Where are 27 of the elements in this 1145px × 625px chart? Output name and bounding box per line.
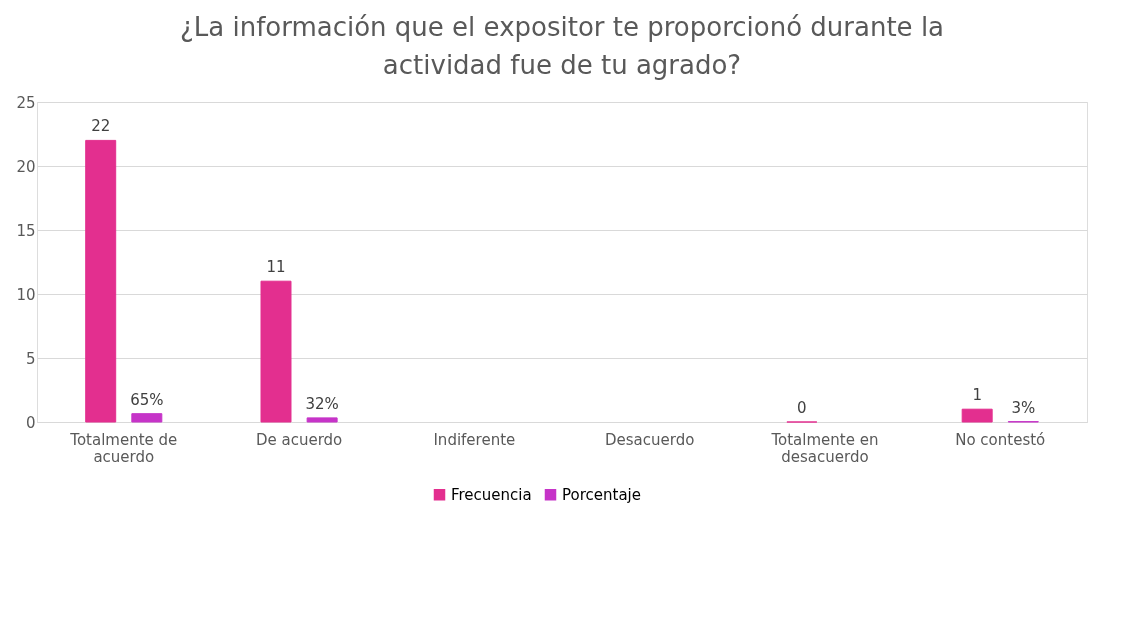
legend-label: Frecuencia [451,485,532,504]
bar [85,139,117,423]
chart-title: ¿La información que el expositor te proporcionó durante la actividad fue de tu agrado? [179,12,945,80]
y-tick-label: 25 [16,93,36,112]
data-label: 3% [1011,398,1036,417]
data-label: 11 [266,258,286,277]
x-tick-label: Totalmente en desacuerdo [770,430,879,466]
data-label: 65% [130,390,164,409]
y-tick-label: 10 [16,285,36,304]
data-label: 22 [91,117,111,136]
y-tick-label: 0 [25,413,36,432]
bar [961,408,993,423]
bar [131,413,163,423]
x-tick-label: Indiferente [433,430,516,449]
y-tick-label: 5 [25,349,36,368]
data-label: 1 [972,386,982,405]
x-tick-label: Totalmente de acuerdo [69,430,178,466]
legend-label: Porcentaje [562,485,641,504]
y-tick-label: 20 [16,157,36,176]
bar [306,417,338,423]
bar [260,280,292,423]
data-label: 0 [797,399,807,417]
y-tick-label: 15 [16,221,36,240]
x-tick-label: No contestó [955,430,1046,449]
x-tick-label: De acuerdo [255,430,343,449]
x-tick-label: Desacuerdo [604,430,695,449]
data-label: 32% [305,394,339,413]
